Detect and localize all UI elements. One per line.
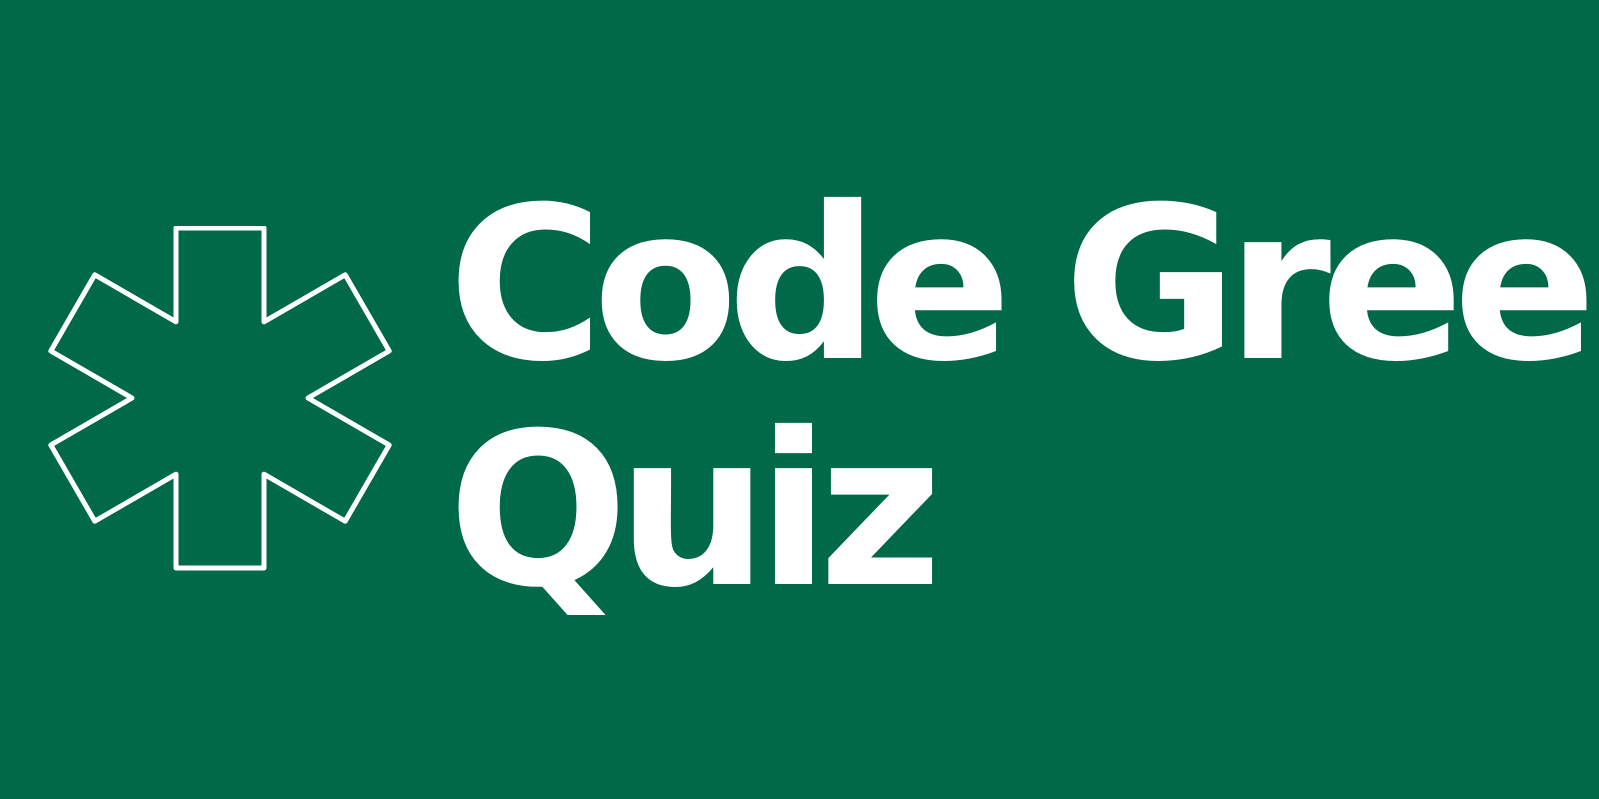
title-line-2: Quiz <box>448 387 942 634</box>
star-of-life-outline <box>48 226 392 571</box>
title-line-1: Code Green <box>448 161 1599 408</box>
star-of-life-icon <box>48 226 392 571</box>
quiz-title: Code Green Quiz <box>448 172 1599 624</box>
